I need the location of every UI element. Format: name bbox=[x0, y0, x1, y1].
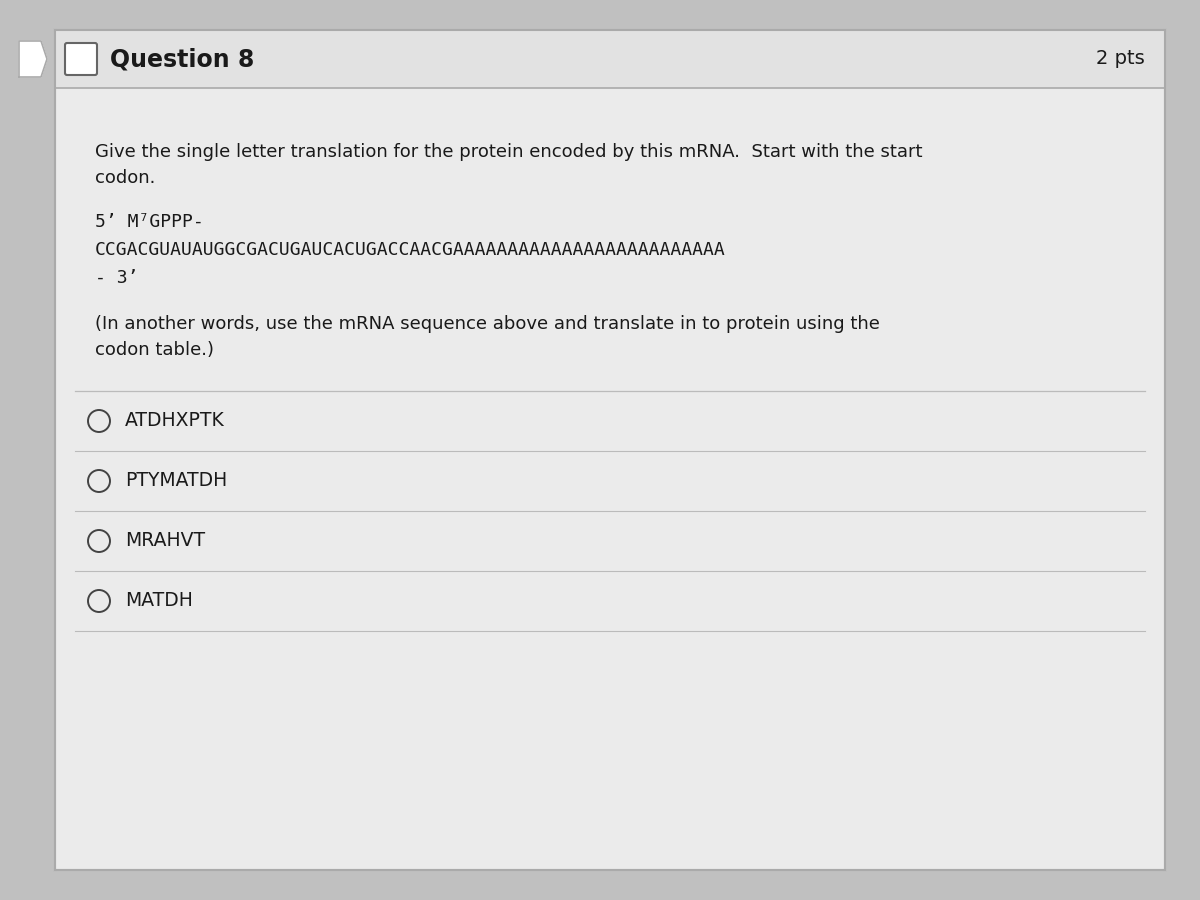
Bar bbox=[55, 30, 1165, 88]
Text: codon.: codon. bbox=[95, 169, 155, 187]
Text: (In another words, use the mRNA sequence above and translate in to protein using: (In another words, use the mRNA sequence… bbox=[95, 315, 880, 333]
Polygon shape bbox=[19, 41, 47, 77]
Text: CCGACGUAUAUGGCGACUGAUCACUGACCAACGAAAAAAAAAAAAAAAAAAAAAAAAA: CCGACGUAUAUGGCGACUGAUCACUGACCAACGAAAAAAA… bbox=[95, 241, 726, 259]
Text: Give the single letter translation for the protein encoded by this mRNA.  Start : Give the single letter translation for t… bbox=[95, 143, 923, 161]
Text: 2 pts: 2 pts bbox=[1097, 50, 1145, 68]
Text: MRAHVT: MRAHVT bbox=[125, 532, 205, 551]
FancyBboxPatch shape bbox=[65, 43, 97, 75]
Text: Question 8: Question 8 bbox=[110, 47, 254, 71]
Text: 5’ M⁷GPPP-: 5’ M⁷GPPP- bbox=[95, 213, 204, 231]
Text: codon table.): codon table.) bbox=[95, 341, 214, 359]
Text: - 3’: - 3’ bbox=[95, 269, 138, 287]
Text: ATDHXPTK: ATDHXPTK bbox=[125, 411, 224, 430]
Text: MATDH: MATDH bbox=[125, 591, 193, 610]
Text: PTYMATDH: PTYMATDH bbox=[125, 472, 227, 491]
